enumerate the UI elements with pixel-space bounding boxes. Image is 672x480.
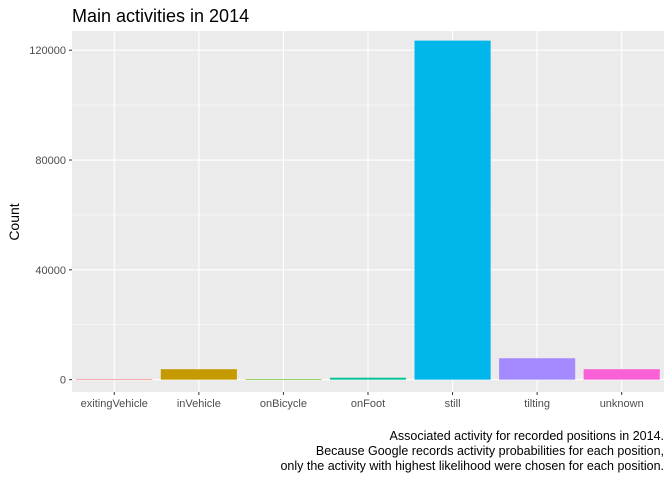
x-tick-label: onBicycle xyxy=(260,398,307,410)
bar-tilting xyxy=(499,358,576,380)
bar-exitingVehicle xyxy=(76,379,153,380)
bar-onBicycle xyxy=(245,379,322,380)
x-axis-ticks: exitingVehicle inVehicle onBicycle onFoot st… xyxy=(81,392,644,410)
bar-still xyxy=(414,40,491,380)
chart-caption: Associated activity for recorded positio… xyxy=(280,429,664,474)
bars xyxy=(76,40,660,380)
x-tick-label: unknown xyxy=(600,398,644,410)
y-axis-ticks: 0 40000 80000 120000 xyxy=(29,45,72,387)
x-tick-label: onFoot xyxy=(351,398,385,410)
y-tick-label: 40000 xyxy=(35,265,66,277)
chart-title: Main activities in 2014 xyxy=(72,6,250,26)
caption-line: Associated activity for recorded positio… xyxy=(389,429,664,443)
y-tick-label: 0 xyxy=(60,375,66,387)
x-tick-label: still xyxy=(445,398,461,410)
y-tick-label: 120000 xyxy=(29,45,66,57)
y-tick-label: 80000 xyxy=(35,155,66,167)
caption-line: Because Google records activity probabil… xyxy=(315,444,664,458)
x-tick-label: tilting xyxy=(524,398,550,410)
bar-unknown xyxy=(583,369,660,380)
caption-line: only the activity with highest likelihoo… xyxy=(280,459,664,473)
bar-inVehicle xyxy=(160,369,237,380)
x-tick-label: exitingVehicle xyxy=(81,398,148,410)
bar-onFoot xyxy=(329,377,407,380)
x-tick-label: inVehicle xyxy=(177,398,221,410)
